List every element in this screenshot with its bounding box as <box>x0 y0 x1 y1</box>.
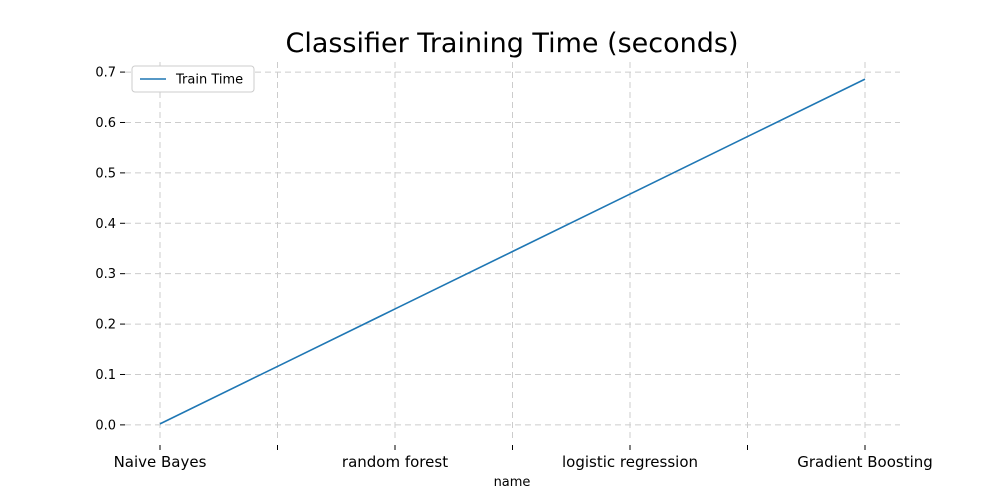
x-tick-label: Naive Bayes <box>114 453 207 471</box>
series-layer <box>159 78 866 425</box>
grid-layer <box>125 62 900 440</box>
legend-label-train-time: Train Time <box>175 73 243 88</box>
y-tick-label: 0.7 <box>95 66 116 81</box>
y-tick-label: 0.0 <box>95 418 116 433</box>
y-tick-label: 0.5 <box>95 166 116 181</box>
x-axis-label: name <box>494 475 531 490</box>
y-tick-label: 0.3 <box>95 267 116 282</box>
y-tick-label: 0.4 <box>95 217 116 232</box>
x-tick-label: Gradient Boosting <box>797 453 933 471</box>
legend-box <box>131 65 255 93</box>
x-tick-label: random forest <box>342 453 448 471</box>
legend: Train Time <box>131 65 255 93</box>
y-tick-label: 0.1 <box>95 368 116 383</box>
chart-title: Classifier Training Time (seconds) <box>285 28 738 59</box>
series-line-train-time <box>159 78 866 425</box>
axis-layer: 0.0 0.1 0.2 0.3 0.4 0.5 0.6 0.7 Naive Bayes rando… <box>95 66 932 471</box>
x-tick-label: logistic regression <box>562 453 698 471</box>
y-tick-label: 0.2 <box>95 318 116 333</box>
y-tick-label: 0.6 <box>95 116 116 131</box>
